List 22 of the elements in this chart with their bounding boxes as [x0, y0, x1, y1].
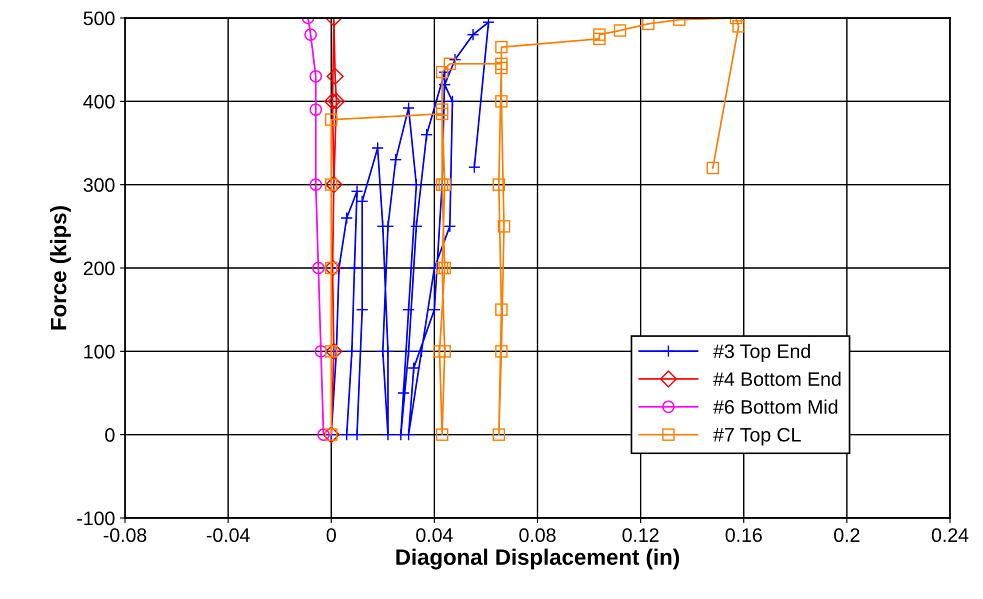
- x-tick-label: 0.24: [932, 528, 968, 542]
- legend-label: #3 Top End: [713, 344, 810, 362]
- y-tick-label: 200: [84, 261, 115, 276]
- y-tick-label: 400: [83, 94, 115, 109]
- y-tick-label: 300: [84, 178, 115, 192]
- x-axis-title: Diagonal Displacement (in): [396, 548, 680, 570]
- x-tick-label: 0: [326, 528, 336, 542]
- legend-label: #7 Top CL: [713, 428, 801, 446]
- y-tick-label: 100: [84, 344, 115, 359]
- y-tick-label: -100: [77, 511, 115, 526]
- x-tick-label: 0.12: [622, 528, 659, 542]
- y-axis-title: Force (kips): [50, 206, 71, 330]
- x-tick-label: -0.04: [206, 528, 250, 542]
- x-tick-label: 0.16: [726, 528, 762, 542]
- x-tick-label: 0.04: [416, 528, 453, 542]
- x-tick-label: -0.08: [104, 528, 146, 542]
- x-tick-label: 0.08: [519, 528, 556, 542]
- legend-label: #4 Bottom End: [713, 372, 841, 386]
- x-tick-label: 0.2: [834, 528, 860, 542]
- y-tick-label: 500: [84, 11, 115, 26]
- y-tick-label: 0: [105, 428, 115, 442]
- legend-label: #6 Bottom Mid: [713, 400, 838, 414]
